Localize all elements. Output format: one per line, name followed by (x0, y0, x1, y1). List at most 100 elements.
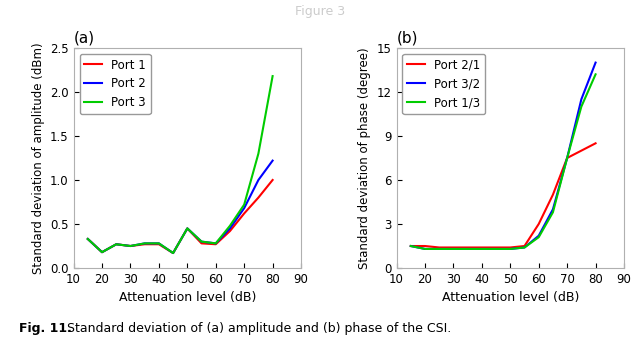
Y-axis label: Standard deviation of phase (degree): Standard deviation of phase (degree) (358, 47, 371, 269)
Port 1 (155, 242, 163, 246)
Port 1 (255, 196, 262, 200)
Port 2/1 (407, 244, 415, 248)
Port 2 (98, 250, 106, 254)
Port 1 (184, 226, 191, 230)
Port 2 (155, 241, 163, 246)
Text: Standard deviation of (a) amplitude and (b) phase of the CSI.: Standard deviation of (a) amplitude and … (63, 322, 451, 335)
Port 1 (169, 251, 177, 255)
Port 2/1 (521, 244, 529, 248)
Port 3/2 (535, 234, 543, 238)
Port 3/2 (506, 247, 514, 251)
Port 3/2 (563, 156, 571, 160)
Port 3 (169, 251, 177, 255)
Port 1/3 (464, 247, 472, 251)
Port 2 (226, 226, 234, 230)
Port 1 (226, 229, 234, 233)
Port 2 (184, 226, 191, 230)
Port 2 (84, 237, 92, 241)
Port 2/1 (549, 192, 557, 197)
Port 1/3 (535, 235, 543, 239)
Line: Port 3: Port 3 (88, 76, 273, 253)
Port 1 (113, 242, 120, 246)
Port 2/1 (577, 148, 585, 153)
Port 3 (98, 250, 106, 254)
Text: Fig. 11.: Fig. 11. (19, 322, 72, 335)
Port 3/2 (464, 247, 472, 251)
Port 1 (212, 242, 220, 246)
Line: Port 3/2: Port 3/2 (411, 62, 596, 249)
Line: Port 2/1: Port 2/1 (411, 143, 596, 247)
Port 1/3 (563, 156, 571, 160)
Port 3/2 (449, 247, 457, 251)
Port 2/1 (449, 245, 457, 250)
Port 1 (241, 211, 248, 215)
Port 1 (141, 242, 148, 246)
Port 1/3 (577, 104, 585, 109)
Port 3 (255, 152, 262, 156)
Port 3/2 (492, 247, 500, 251)
Y-axis label: Standard deviation of amplitude (dBm): Standard deviation of amplitude (dBm) (31, 42, 45, 274)
Port 1 (198, 241, 205, 246)
Port 2/1 (506, 245, 514, 250)
Text: (a): (a) (74, 31, 95, 45)
Port 3 (241, 202, 248, 207)
Port 1 (127, 244, 134, 248)
Port 2/1 (592, 141, 600, 146)
Port 2/1 (492, 245, 500, 250)
Port 1 (98, 250, 106, 254)
Port 2/1 (435, 245, 443, 250)
Port 2/1 (478, 245, 486, 250)
Port 1/3 (449, 247, 457, 251)
Port 2 (113, 242, 120, 246)
Line: Port 1/3: Port 1/3 (411, 74, 596, 249)
Port 3/2 (592, 60, 600, 65)
Port 3 (198, 240, 205, 244)
Port 3 (212, 241, 220, 246)
X-axis label: Attenuation level (dB): Attenuation level (dB) (118, 291, 256, 305)
Port 3 (84, 237, 92, 241)
Port 1/3 (421, 247, 429, 251)
Port 2 (212, 241, 220, 246)
Port 3/2 (421, 247, 429, 251)
Line: Port 2: Port 2 (88, 160, 273, 253)
Port 3 (226, 224, 234, 228)
Port 1/3 (435, 247, 443, 251)
X-axis label: Attenuation level (dB): Attenuation level (dB) (442, 291, 579, 305)
Port 1 (269, 178, 276, 182)
Port 3/2 (435, 247, 443, 251)
Legend: Port 1, Port 2, Port 3: Port 1, Port 2, Port 3 (79, 54, 151, 114)
Port 3 (141, 241, 148, 246)
Port 3 (113, 242, 120, 246)
Text: Figure 3: Figure 3 (295, 5, 345, 18)
Port 2/1 (563, 156, 571, 160)
Port 1/3 (521, 245, 529, 250)
Port 2 (169, 251, 177, 255)
Port 2/1 (535, 222, 543, 226)
Port 2 (241, 206, 248, 210)
Text: (b): (b) (397, 31, 418, 45)
Port 1 (84, 237, 92, 241)
Legend: Port 2/1, Port 3/2, Port 1/3: Port 2/1, Port 3/2, Port 1/3 (403, 54, 485, 114)
Port 3/2 (577, 97, 585, 102)
Port 2/1 (421, 244, 429, 248)
Port 1/3 (506, 247, 514, 251)
Port 2 (198, 240, 205, 244)
Port 3/2 (521, 245, 529, 250)
Port 3 (155, 241, 163, 246)
Port 1/3 (407, 244, 415, 248)
Port 3/2 (549, 207, 557, 212)
Port 2 (255, 178, 262, 182)
Port 1/3 (592, 72, 600, 76)
Port 2 (141, 241, 148, 246)
Line: Port 1: Port 1 (88, 180, 273, 253)
Port 3/2 (478, 247, 486, 251)
Port 2 (127, 244, 134, 248)
Port 3 (184, 226, 191, 230)
Port 1/3 (492, 247, 500, 251)
Port 1/3 (478, 247, 486, 251)
Port 1/3 (549, 210, 557, 214)
Port 3 (127, 244, 134, 248)
Port 2/1 (464, 245, 472, 250)
Port 2 (269, 158, 276, 163)
Port 3 (269, 74, 276, 78)
